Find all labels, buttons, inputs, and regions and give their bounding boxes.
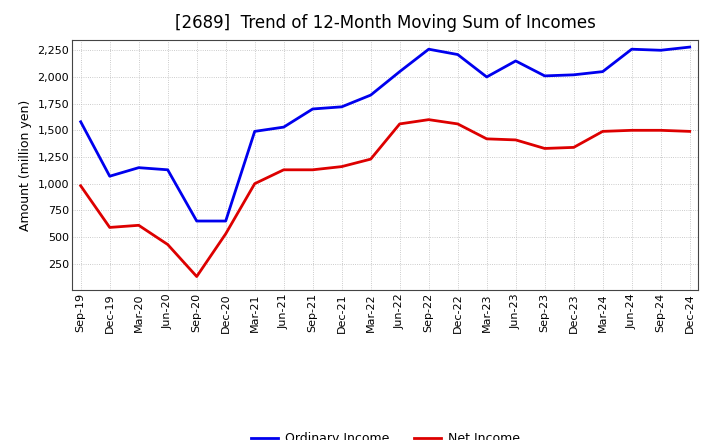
Net Income xyxy=(541,146,549,151)
Ordinary Income xyxy=(366,92,375,98)
Ordinary Income xyxy=(251,129,259,134)
Net Income xyxy=(308,167,317,172)
Net Income xyxy=(105,225,114,230)
Title: [2689]  Trend of 12-Month Moving Sum of Incomes: [2689] Trend of 12-Month Moving Sum of I… xyxy=(175,15,595,33)
Net Income xyxy=(424,117,433,122)
Net Income xyxy=(454,121,462,127)
Legend: Ordinary Income, Net Income: Ordinary Income, Net Income xyxy=(246,427,525,440)
Ordinary Income xyxy=(657,48,665,53)
Ordinary Income xyxy=(424,47,433,52)
Net Income xyxy=(163,242,172,247)
Net Income xyxy=(251,181,259,186)
Net Income xyxy=(657,128,665,133)
Ordinary Income xyxy=(570,72,578,77)
Line: Net Income: Net Income xyxy=(81,120,690,276)
Net Income xyxy=(135,223,143,228)
Ordinary Income xyxy=(192,218,201,224)
Ordinary Income xyxy=(482,74,491,80)
Net Income xyxy=(338,164,346,169)
Net Income xyxy=(511,137,520,143)
Net Income xyxy=(279,167,288,172)
Ordinary Income xyxy=(105,173,114,179)
Net Income xyxy=(685,129,694,134)
Net Income xyxy=(76,183,85,188)
Ordinary Income xyxy=(135,165,143,170)
Net Income xyxy=(366,157,375,162)
Net Income xyxy=(482,136,491,142)
Ordinary Income xyxy=(221,218,230,224)
Net Income xyxy=(627,128,636,133)
Net Income xyxy=(192,274,201,279)
Y-axis label: Amount (million yen): Amount (million yen) xyxy=(19,99,32,231)
Net Income xyxy=(221,231,230,236)
Ordinary Income xyxy=(76,119,85,125)
Ordinary Income xyxy=(627,47,636,52)
Line: Ordinary Income: Ordinary Income xyxy=(81,47,690,221)
Ordinary Income xyxy=(308,106,317,112)
Ordinary Income xyxy=(395,69,404,74)
Ordinary Income xyxy=(598,69,607,74)
Ordinary Income xyxy=(541,73,549,78)
Net Income xyxy=(598,129,607,134)
Net Income xyxy=(395,121,404,127)
Ordinary Income xyxy=(685,44,694,50)
Ordinary Income xyxy=(511,59,520,64)
Ordinary Income xyxy=(454,52,462,57)
Ordinary Income xyxy=(338,104,346,110)
Net Income xyxy=(570,145,578,150)
Ordinary Income xyxy=(163,167,172,172)
Ordinary Income xyxy=(279,125,288,130)
